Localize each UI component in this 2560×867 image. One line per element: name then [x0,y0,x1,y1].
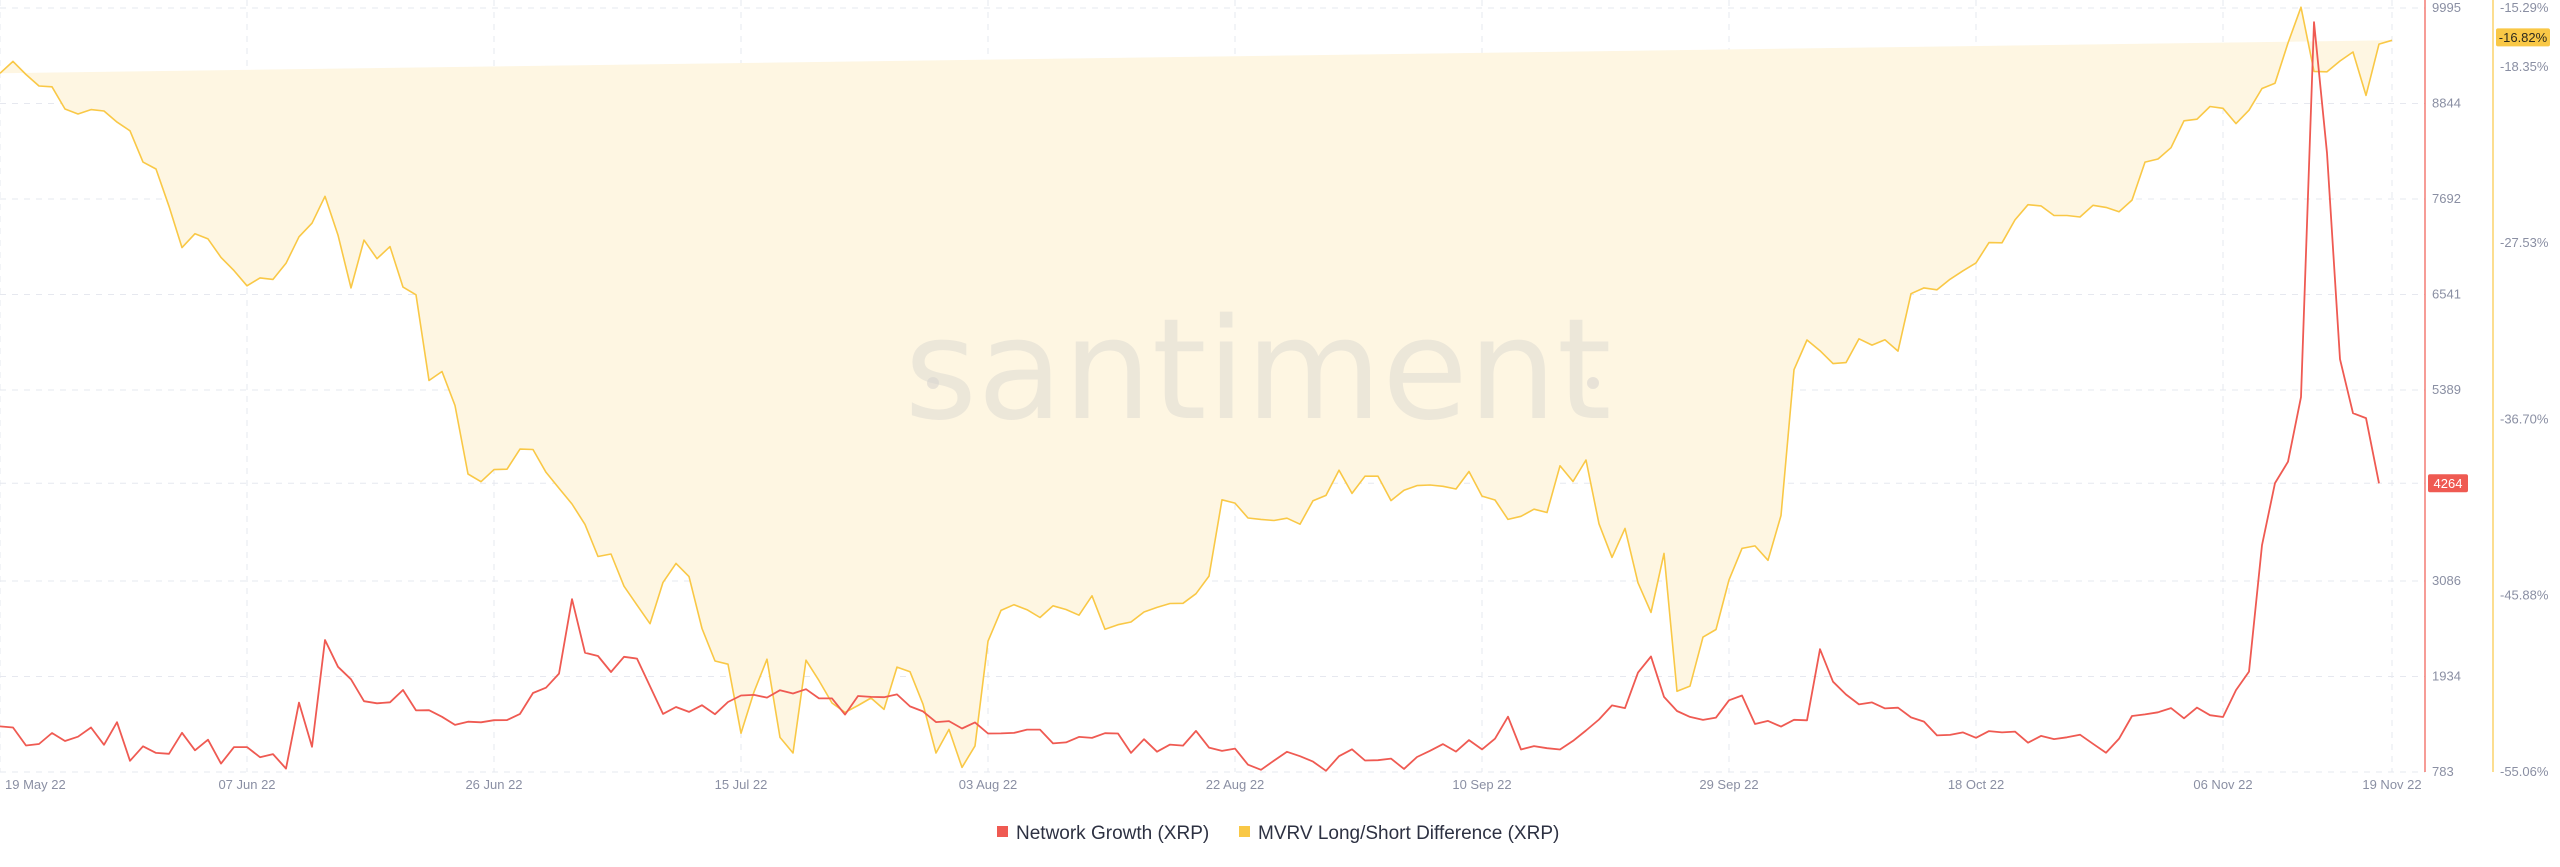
series-line-mvrv [0,6,2393,769]
right-axis-ticks: -15.29% -18.35% -27.53% -36.70% -45.88% -55.0… [2500,0,2549,779]
legend-swatch [1239,826,1250,837]
left-tick-label: 1934 [2432,669,2461,684]
left-tick-label: 9995 [2432,0,2461,15]
left-tick-label: 5389 [2432,382,2461,397]
mvrv-area-fill [0,7,2392,768]
series-line-network-growth [0,21,2380,772]
watermark-dot-right [1587,377,1599,389]
right-tick-label: -45.88% [2500,588,2549,603]
mvrv-value-text: -16.82% [2499,30,2548,45]
watermark-dot-left [927,377,939,389]
value-badges: 4264 -16.82% [2428,28,2550,493]
legend-label: Network Growth (XRP) [1016,823,1209,844]
right-tick-label: -18.35% [2500,59,2549,74]
right-tick-label: -55.06% [2500,764,2549,779]
x-tick-label: 22 Aug 22 [1206,777,1265,792]
network-growth-value-text: 4264 [2434,476,2463,491]
x-axis-ticks: 19 May 22 07 Jun 22 26 Jun 22 15 Jul 22 03 A… [5,777,2422,792]
santiment-watermark: santiment [904,289,1611,452]
x-tick-label: 03 Aug 22 [959,777,1018,792]
legend-item-network-growth[interactable]: Network Growth (XRP) [997,823,1209,844]
left-tick-label: 8844 [2432,95,2461,110]
x-tick-label: 06 Nov 22 [2193,777,2252,792]
left-tick-label: 783 [2432,764,2454,779]
x-tick-label: 26 Jun 22 [465,777,522,792]
x-tick-label: 07 Jun 22 [218,777,275,792]
x-tick-label: 19 May 22 [5,777,66,792]
network-growth-value-badge [2428,474,2468,493]
left-tick-label: 3086 [2432,573,2461,588]
x-tick-label: 18 Oct 22 [1948,777,2004,792]
legend: Network Growth (XRP) MVRV Long/Short Diff… [997,823,1559,844]
right-tick-label: -15.29% [2500,0,2549,15]
x-tick-label: 29 Sep 22 [1699,777,1758,792]
left-tick-label: 7692 [2432,191,2461,206]
mvrv-value-badge [2496,28,2550,47]
x-tick-label: 19 Nov 22 [2362,777,2421,792]
left-axis-ticks: 9995 8844 7692 6541 5389 4264 3086 1934 783 [2432,0,2461,779]
x-tick-label: 10 Sep 22 [1452,777,1511,792]
legend-label: MVRV Long/Short Difference (XRP) [1258,823,1559,844]
legend-item-mvrv[interactable]: MVRV Long/Short Difference (XRP) [1239,823,1559,844]
axis-lines [2424,0,2494,772]
lines-layer [0,6,2393,772]
x-tick-label: 15 Jul 22 [715,777,768,792]
right-tick-label: -36.70% [2500,411,2549,426]
left-tick-label: 6541 [2432,286,2461,301]
legend-swatch [997,826,1008,837]
right-tick-label: -27.53% [2500,235,2549,250]
